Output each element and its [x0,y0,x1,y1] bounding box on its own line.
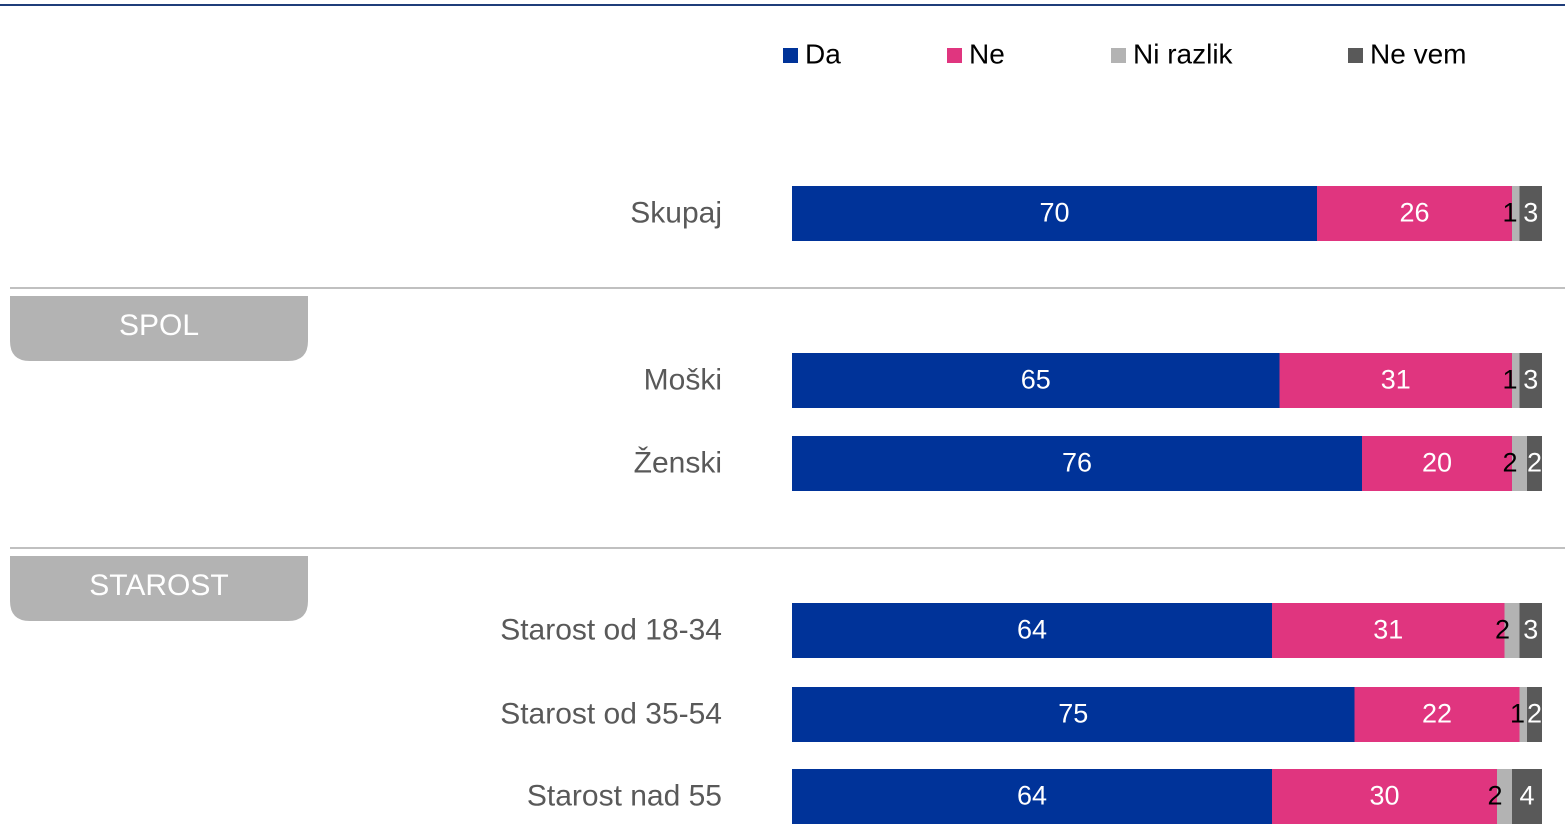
value-label: 20 [1422,448,1452,478]
group-box [10,556,308,621]
value-label: 1 [1510,699,1525,729]
value-label: 4 [1519,781,1534,811]
group-box [10,296,308,361]
value-label: 2 [1487,781,1502,811]
value-label: 2 [1527,448,1542,478]
group-label: SPOL [119,309,199,342]
bar-segment [792,436,1362,491]
bar-segment [1519,687,1527,742]
value-label: 31 [1373,615,1403,645]
bar-segment [1317,186,1512,241]
bar-segment [1519,353,1542,408]
bar-segment [1512,436,1527,491]
bar-segment [1512,353,1520,408]
value-label: 31 [1381,365,1411,395]
value-label: 3 [1523,615,1538,645]
legend-swatch [783,48,798,63]
value-label: 2 [1495,615,1510,645]
category-label: Ženski [634,446,722,479]
bar-segment [1272,769,1497,824]
value-label: 2 [1502,448,1517,478]
category-label: Starost od 18-34 [500,613,722,646]
bar-segment [792,353,1280,408]
legend-swatch [1111,48,1126,63]
value-label: 76 [1062,448,1092,478]
value-label: 22 [1422,699,1452,729]
category-label: Moški [644,363,722,396]
bar-segment [1512,186,1520,241]
value-label: 3 [1523,198,1538,228]
category-label: Starost nad 55 [527,779,722,812]
legend-label: Da [805,38,841,69]
bar-segment [792,186,1317,241]
category-label: Starost od 35-54 [500,697,722,730]
value-label: 70 [1039,198,1069,228]
bar-segment [1527,436,1542,491]
value-label: 64 [1017,615,1047,645]
bar-segment [1504,603,1520,658]
bar-segment [792,687,1355,742]
bar-segment [792,603,1272,658]
value-label: 65 [1021,365,1051,395]
bar-segment [1497,769,1512,824]
category-label: Skupaj [630,196,722,229]
bar-segment [792,769,1272,824]
bar-segment [1519,186,1542,241]
bar-segment [1362,436,1512,491]
value-label: 1 [1502,198,1517,228]
legend-label: Ne [969,38,1005,69]
bar-segment [1527,687,1542,742]
bar-segment [1354,687,1520,742]
legend-label: Ne vem [1370,38,1466,69]
legend-swatch [1348,48,1363,63]
legend-swatch [947,48,962,63]
legend-label: Ni razlik [1133,38,1234,69]
group-label: STAROST [89,569,228,602]
value-label: 30 [1369,781,1399,811]
bar-segment [1512,769,1542,824]
bar-segment [1279,353,1512,408]
value-label: 2 [1527,699,1542,729]
value-label: 75 [1058,699,1088,729]
value-label: 3 [1523,365,1538,395]
value-label: 64 [1017,781,1047,811]
bar-segment [1272,603,1505,658]
value-label: 26 [1399,198,1429,228]
bar-segment [1519,603,1542,658]
value-label: 1 [1502,365,1517,395]
